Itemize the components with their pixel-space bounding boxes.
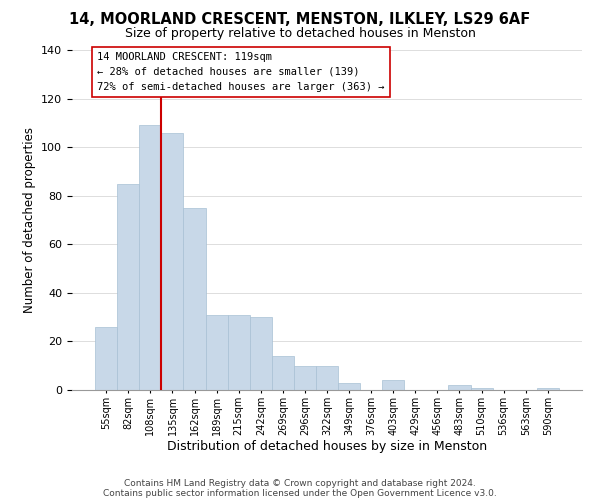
Text: Contains public sector information licensed under the Open Government Licence v3: Contains public sector information licen… (103, 488, 497, 498)
Text: 14 MOORLAND CRESCENT: 119sqm
← 28% of detached houses are smaller (139)
72% of s: 14 MOORLAND CRESCENT: 119sqm ← 28% of de… (97, 52, 385, 92)
Text: 14, MOORLAND CRESCENT, MENSTON, ILKLEY, LS29 6AF: 14, MOORLAND CRESCENT, MENSTON, ILKLEY, … (70, 12, 530, 28)
Bar (206, 314, 227, 390)
Text: Size of property relative to detached houses in Menston: Size of property relative to detached ho… (125, 28, 475, 40)
Bar (227, 314, 250, 390)
Bar (448, 385, 470, 390)
Bar (95, 327, 117, 390)
Bar (470, 388, 493, 390)
Bar (117, 184, 139, 390)
Bar (537, 388, 559, 390)
Bar (139, 126, 161, 390)
Bar (294, 366, 316, 390)
Bar (250, 317, 272, 390)
Bar (338, 382, 360, 390)
Bar (272, 356, 294, 390)
X-axis label: Distribution of detached houses by size in Menston: Distribution of detached houses by size … (167, 440, 487, 454)
Bar (184, 208, 206, 390)
Y-axis label: Number of detached properties: Number of detached properties (23, 127, 35, 313)
Bar (161, 132, 184, 390)
Bar (382, 380, 404, 390)
Text: Contains HM Land Registry data © Crown copyright and database right 2024.: Contains HM Land Registry data © Crown c… (124, 478, 476, 488)
Bar (316, 366, 338, 390)
